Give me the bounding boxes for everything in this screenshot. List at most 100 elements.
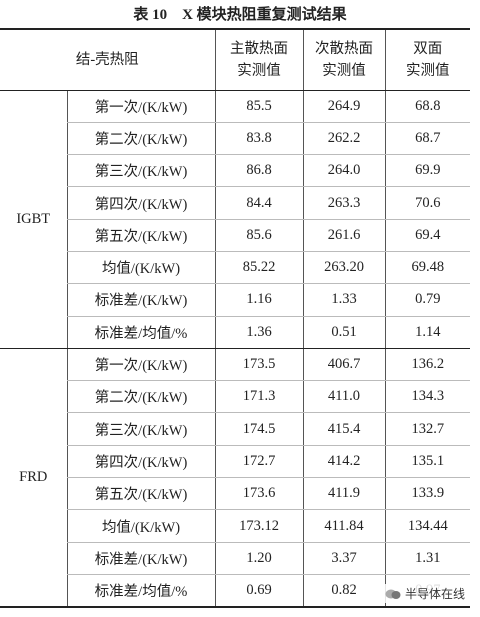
cell-value: 1.33 [302,283,385,317]
watermark-text: 半导体在线 [404,587,465,601]
header-line: 结-壳热阻 [75,51,139,68]
cell-value: 0.51 [302,316,385,349]
data-table: 结-壳热阻 主散热面 实测值 次散热面 实测值 双面 实测值 IGBT 第一次/(K/kW) 85… [0,28,470,608]
column-header: 主散热面 实测值 [214,28,303,91]
cell-value: 70.6 [384,186,470,220]
row-label: 标准差/均值/% [66,316,215,349]
cell-value: 86.8 [214,154,303,188]
cell-value: 411.84 [302,509,385,543]
header-line: 次散热面 [315,40,373,57]
watermark: 半导体在线 [381,584,468,603]
row-label: 第三次/(K/kW) [66,412,215,446]
table-row: 第二次/(K/kW) 83.8 262.2 68.7 [0,122,470,156]
cell-value: 85.6 [214,219,303,252]
table-row: 标准差/(K/kW) 1.20 3.37 1.31 [0,542,470,575]
row-label: 第一次/(K/kW) [66,348,215,382]
table-row: 标准差/均值/% 1.36 0.51 1.14 [0,316,470,349]
header-line: 主散热面 [230,40,288,57]
row-label: 第四次/(K/kW) [66,445,215,479]
table-row: 第五次/(K/kW) 85.6 261.6 69.4 [0,219,470,252]
cell-value: 264.0 [302,154,385,188]
cell-value: 171.3 [214,380,303,414]
row-label: 第二次/(K/kW) [66,122,215,156]
cell-value: 264.9 [302,90,385,123]
cell-value: 68.8 [384,90,470,123]
cell-value: 263.3 [302,186,385,220]
row-label: 第五次/(K/kW) [66,477,215,511]
cell-value: 85.22 [214,251,303,285]
table-row: 均值/(K/kW) 173.12 411.84 134.44 [0,509,470,543]
cell-value: 262.2 [302,122,385,156]
cell-value: 134.44 [384,509,470,543]
table-row: 第四次/(K/kW) 84.4 263.3 70.6 [0,186,470,220]
cell-value: 1.36 [214,316,303,349]
cell-value: 135.1 [384,445,470,479]
row-label: 标准差/均值/% [66,574,215,608]
row-label: 均值/(K/kW) [66,251,215,285]
cell-value: 85.5 [214,90,303,123]
cell-value: 0.82 [302,574,385,608]
header-line: 双面 [413,40,443,57]
cell-value: 0.79 [384,283,470,317]
table-row: FRD 第一次/(K/kW) 173.5 406.7 136.2 [0,348,470,608]
row-label: 第二次/(K/kW) [66,380,215,414]
cell-value: 173.5 [214,348,303,382]
cell-value: 415.4 [302,412,385,446]
header-line: 实测值 [237,62,281,79]
row-label: 第四次/(K/kW) [66,186,215,220]
cell-value: 3.37 [302,542,385,575]
cell-value: 133.9 [384,477,470,511]
cell-value: 411.0 [302,380,385,414]
row-group: IGBT 第一次/(K/kW) 85.5 264.9 68.8 第二次/(K/kW) 83.… [0,90,470,349]
header-row: 结-壳热阻 主散热面 实测值 次散热面 实测值 双面 实测值 [0,28,470,91]
cell-value: 173.12 [214,509,303,543]
column-header: 结-壳热阻 [0,28,215,91]
cell-value: 411.9 [302,477,385,511]
cell-value: 1.31 [384,542,470,575]
row-label: 标准差/(K/kW) [66,283,215,317]
table-row: 均值/(K/kW) 85.22 263.20 69.48 [0,251,470,285]
table-title: 表 10 X 模块热阻重复测试结果 [133,7,347,23]
cell-value: 132.7 [384,412,470,446]
cell-value: 173.6 [214,477,303,511]
table-row: 第五次/(K/kW) 173.6 411.9 133.9 [0,477,470,511]
table-header: 结-壳热阻 主散热面 实测值 次散热面 实测值 双面 实测值 [0,28,470,91]
cell-value: 69.9 [384,154,470,188]
column-header: 双面 实测值 [384,28,470,91]
row-label: 第三次/(K/kW) [66,154,215,188]
cell-value: 69.48 [384,251,470,285]
cell-value: 1.14 [384,316,470,349]
cell-value: 84.4 [214,186,303,220]
cell-value: 68.7 [384,122,470,156]
row-label: 标准差/(K/kW) [66,542,215,575]
group-label: FRD [0,348,67,608]
cell-value: 69.4 [384,219,470,252]
group-label: IGBT [0,90,67,349]
cell-value: 134.3 [384,380,470,414]
cell-value: 261.6 [302,219,385,252]
cell-value: 136.2 [384,348,470,382]
watermark-icon [385,589,401,599]
table-row: 第二次/(K/kW) 171.3 411.0 134.3 [0,380,470,414]
table-row: 第三次/(K/kW) 86.8 264.0 69.9 [0,154,470,188]
cell-value: 1.20 [214,542,303,575]
header-line: 实测值 [322,62,366,79]
table-row: 标准差/(K/kW) 1.16 1.33 0.79 [0,283,470,317]
row-label: 均值/(K/kW) [66,509,215,543]
row-label: 第五次/(K/kW) [66,219,215,252]
row-group: FRD 第一次/(K/kW) 173.5 406.7 136.2 第二次/(K/kW) 17… [0,348,470,608]
cell-value: 406.7 [302,348,385,382]
table-row: IGBT 第一次/(K/kW) 85.5 264.9 68.8 [0,90,470,349]
column-header: 次散热面 实测值 [302,28,385,91]
cell-value: 0.69 [214,574,303,608]
cell-value: 1.16 [214,283,303,317]
table-row: 第三次/(K/kW) 174.5 415.4 132.7 [0,412,470,446]
cell-value: 174.5 [214,412,303,446]
header-line: 实测值 [406,62,450,79]
row-label: 第一次/(K/kW) [66,90,215,123]
cell-value: 172.7 [214,445,303,479]
table-row: 第四次/(K/kW) 172.7 414.2 135.1 [0,445,470,479]
cell-value: 414.2 [302,445,385,479]
cell-value: 83.8 [214,122,303,156]
